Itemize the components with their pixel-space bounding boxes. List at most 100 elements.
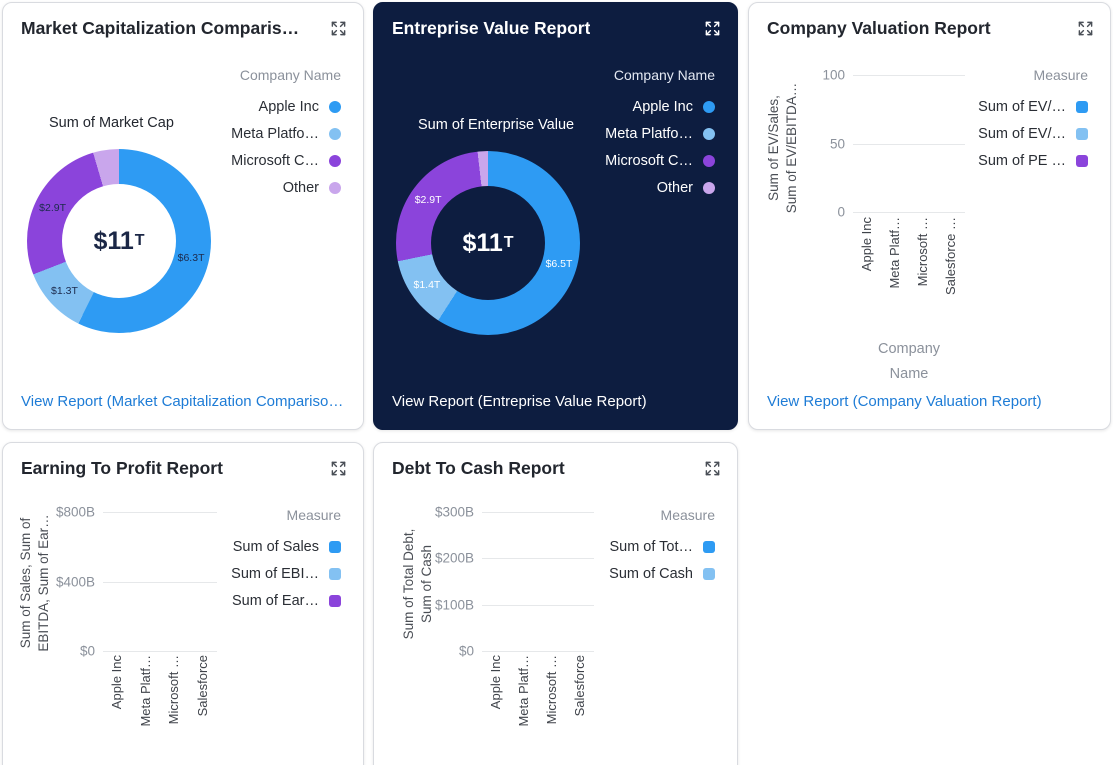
legend-marker bbox=[703, 567, 715, 580]
card-title: Debt To Cash Report bbox=[392, 458, 565, 478]
x-category-label: Salesforce bbox=[194, 655, 210, 717]
legend-marker bbox=[329, 127, 341, 140]
y-tick-label: $100B bbox=[434, 597, 474, 613]
legend-item[interactable]: Sum of Tot… bbox=[609, 533, 715, 560]
y-tick-label: $300B bbox=[434, 504, 474, 520]
legend-label: Sum of EBI… bbox=[231, 565, 319, 582]
legend-title: Company Name bbox=[239, 67, 341, 83]
gridline bbox=[853, 143, 965, 145]
legend-label: Sum of Ear… bbox=[231, 592, 319, 609]
legend-marker bbox=[703, 540, 715, 553]
donut-chart[interactable]: $11 T $6.5T $1.4T $2.9T bbox=[396, 151, 580, 335]
x-label-cell: Meta Platf… bbox=[886, 217, 902, 335]
x-label-cell: Apple Inc bbox=[109, 655, 124, 765]
card-header: Earning To Profit Report bbox=[3, 443, 363, 482]
donut-slice-label: $6.5T bbox=[545, 257, 573, 270]
legend-item[interactable]: Sum of PE … bbox=[978, 147, 1088, 174]
x-label-cell: Salesforce … bbox=[943, 217, 958, 335]
y-tick-label: $0 bbox=[458, 643, 474, 659]
legend-marker bbox=[703, 100, 715, 113]
x-category-label: Microsoft … bbox=[166, 655, 182, 725]
legend-label: Meta Platfo… bbox=[605, 125, 693, 142]
card-company-valuation: Company Valuation Report Measure Sum of … bbox=[748, 2, 1111, 430]
legend-label: Sum of Cash bbox=[609, 565, 693, 582]
x-category-label: Apple Inc bbox=[858, 217, 874, 272]
y-tick-label: 0 bbox=[837, 204, 845, 220]
gridline bbox=[103, 512, 217, 513]
legend-item[interactable]: Other bbox=[231, 174, 341, 201]
legend-marker bbox=[703, 127, 715, 140]
measure-label: Sum of Market Cap bbox=[49, 115, 174, 131]
expand-icon[interactable] bbox=[328, 18, 349, 42]
legend-title: Company Name bbox=[613, 67, 715, 83]
legend: Measure Sum of EV/… Sum of EV/… Sum of PE … bbox=[978, 67, 1088, 174]
legend-item[interactable]: Microsoft C… bbox=[231, 147, 341, 174]
bar-plot-area: $800B $400B $0 bbox=[56, 505, 217, 659]
card-header: Entreprise Value Report bbox=[374, 3, 737, 42]
legend-item[interactable]: Meta Platfo… bbox=[605, 120, 715, 147]
x-label-cell: Microsoft … bbox=[914, 217, 930, 335]
legend-label: Other bbox=[282, 179, 319, 196]
x-category-label: Meta Platf… bbox=[137, 655, 153, 727]
card-title: Company Valuation Report bbox=[767, 18, 991, 38]
y-tick-label: 100 bbox=[822, 67, 845, 83]
legend-item[interactable]: Apple Inc bbox=[605, 93, 715, 120]
y-axis-title: Sum of Total Debt, Sum of Cash bbox=[401, 528, 434, 640]
legend-label: Sum of EV/… bbox=[978, 125, 1066, 142]
legend-marker bbox=[703, 181, 715, 194]
gridline bbox=[482, 512, 594, 513]
x-label-cell: Microsoft … bbox=[166, 655, 182, 765]
view-report-link[interactable]: View Report (Entreprise Value Report) bbox=[392, 393, 647, 410]
legend-item[interactable]: Microsoft C… bbox=[605, 147, 715, 174]
legend-item[interactable]: Sum of Ear… bbox=[231, 587, 341, 614]
x-label-cell: Meta Platf… bbox=[137, 655, 153, 765]
x-category-label: Meta Platf… bbox=[886, 217, 902, 289]
legend-item[interactable]: Sum of Cash bbox=[609, 560, 715, 587]
gridline bbox=[482, 558, 594, 560]
x-category-label: Salesforce bbox=[571, 655, 587, 717]
legend-marker bbox=[1076, 154, 1088, 167]
x-label-cell: Salesforce bbox=[571, 655, 587, 765]
x-label-cell: Salesforce bbox=[194, 655, 210, 765]
legend-label: Apple Inc bbox=[258, 98, 319, 115]
donut-slice-label: $6.3T bbox=[177, 251, 205, 264]
measure-label: Sum of Enterprise Value bbox=[418, 117, 575, 133]
view-report-link[interactable]: View Report (Company Valuation Report) bbox=[767, 393, 1042, 410]
view-report-link[interactable]: View Report (Market Capitalization Compa… bbox=[21, 393, 344, 410]
gridline bbox=[482, 651, 594, 652]
center-value: $11 bbox=[93, 226, 134, 255]
legend-label: Other bbox=[656, 179, 693, 196]
donut-chart[interactable]: $11 T $6.3T $1.3T $2.9T bbox=[27, 149, 211, 333]
card-header: Market Capitalization Comparis… bbox=[3, 3, 363, 42]
x-category-label: Meta Platf… bbox=[515, 655, 531, 727]
expand-icon[interactable] bbox=[702, 18, 723, 42]
legend-item[interactable]: Sum of Sales bbox=[231, 533, 341, 560]
x-label-cell: Meta Platf… bbox=[515, 655, 531, 765]
center-unit: T bbox=[503, 234, 514, 251]
legend-item[interactable]: Other bbox=[605, 174, 715, 201]
gridline bbox=[853, 75, 965, 76]
legend-item[interactable]: Apple Inc bbox=[231, 93, 341, 120]
card-header: Company Valuation Report bbox=[749, 3, 1110, 42]
gridline bbox=[482, 604, 594, 606]
legend-item[interactable]: Sum of EV/… bbox=[978, 93, 1088, 120]
legend: Company Name Apple Inc Meta Platfo… Micros… bbox=[231, 67, 341, 201]
x-category-label: Microsoft … bbox=[914, 217, 930, 287]
y-tick-label: 50 bbox=[829, 136, 845, 151]
legend: Measure Sum of Tot… Sum of Cash bbox=[609, 507, 715, 587]
legend-item[interactable]: Sum of EV/… bbox=[978, 120, 1088, 147]
expand-icon[interactable] bbox=[702, 458, 723, 482]
legend-marker bbox=[1076, 100, 1088, 113]
expand-icon[interactable] bbox=[328, 458, 349, 482]
legend-label: Sum of PE … bbox=[978, 152, 1066, 169]
x-category-label: Apple Inc bbox=[487, 655, 503, 710]
legend-label: Apple Inc bbox=[632, 98, 693, 115]
bars bbox=[853, 75, 965, 212]
legend-item[interactable]: Sum of EBI… bbox=[231, 560, 341, 587]
expand-icon[interactable] bbox=[1075, 18, 1096, 42]
legend-title: Measure bbox=[660, 507, 715, 523]
donut-center-value: $11 T bbox=[431, 186, 545, 300]
center-unit: T bbox=[134, 232, 145, 249]
legend-item[interactable]: Meta Platfo… bbox=[231, 120, 341, 147]
